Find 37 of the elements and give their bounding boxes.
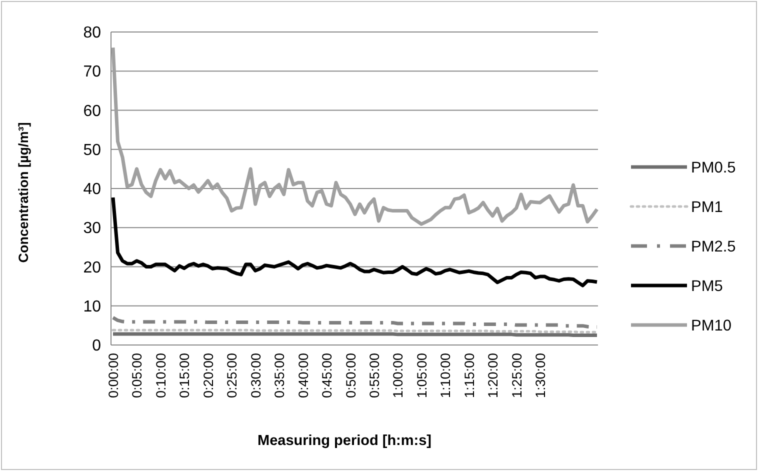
line-series xyxy=(111,196,599,288)
x-tick-label: 0:10:00 xyxy=(153,353,168,398)
x-tick-label: 0:50:00 xyxy=(343,353,358,398)
y-tick-label: 80 xyxy=(83,24,102,42)
y-tick-label: 10 xyxy=(83,298,102,316)
x-tick-label: 0:20:00 xyxy=(200,353,216,398)
x-tick-label: 0:30:00 xyxy=(248,353,264,398)
x-tick-label: 1:05:00 xyxy=(414,353,430,398)
x-tick-label: 0:15:00 xyxy=(177,353,192,398)
x-tick-label: 1:20:00 xyxy=(486,353,501,398)
x-axis-title: Measuring period [h:m:s] xyxy=(257,433,432,449)
x-tick-label: 1:30:00 xyxy=(533,353,548,398)
y-tick-label: 50 xyxy=(83,142,102,159)
x-tick-label: 0:35:00 xyxy=(272,353,288,398)
line-series xyxy=(111,46,599,226)
x-tick-label: 0:05:00 xyxy=(130,353,145,398)
x-tick-label: 1:10:00 xyxy=(438,353,454,398)
y-axis-title: Concentration [µg/m³] xyxy=(16,122,31,263)
legend-label: PM10 xyxy=(691,317,732,334)
y-tick-label: 40 xyxy=(83,181,102,198)
y-tick-label: 70 xyxy=(83,64,102,81)
x-tick-label: 0:55:00 xyxy=(366,353,382,398)
y-tick-label: 20 xyxy=(83,259,102,276)
x-tick-label: 0:25:00 xyxy=(224,353,240,398)
x-tick-label: 0:00:00 xyxy=(106,353,121,398)
y-tick-label: 0 xyxy=(92,338,102,355)
legend-label: PM0.5 xyxy=(691,159,736,176)
x-tick-label: 0:45:00 xyxy=(320,353,335,398)
x-tick-label: 1:25:00 xyxy=(509,353,524,398)
x-tick-label: 0:40:00 xyxy=(296,353,311,398)
legend-label: PM2.5 xyxy=(691,238,736,256)
x-tick-label: 1:15:00 xyxy=(462,353,477,398)
legend-label: PM1 xyxy=(691,198,723,216)
y-tick-label: 30 xyxy=(83,220,102,238)
y-tick-label: 60 xyxy=(83,102,102,120)
legend-label: PM5 xyxy=(691,278,723,295)
x-tick-label: 1:00:00 xyxy=(390,353,406,398)
